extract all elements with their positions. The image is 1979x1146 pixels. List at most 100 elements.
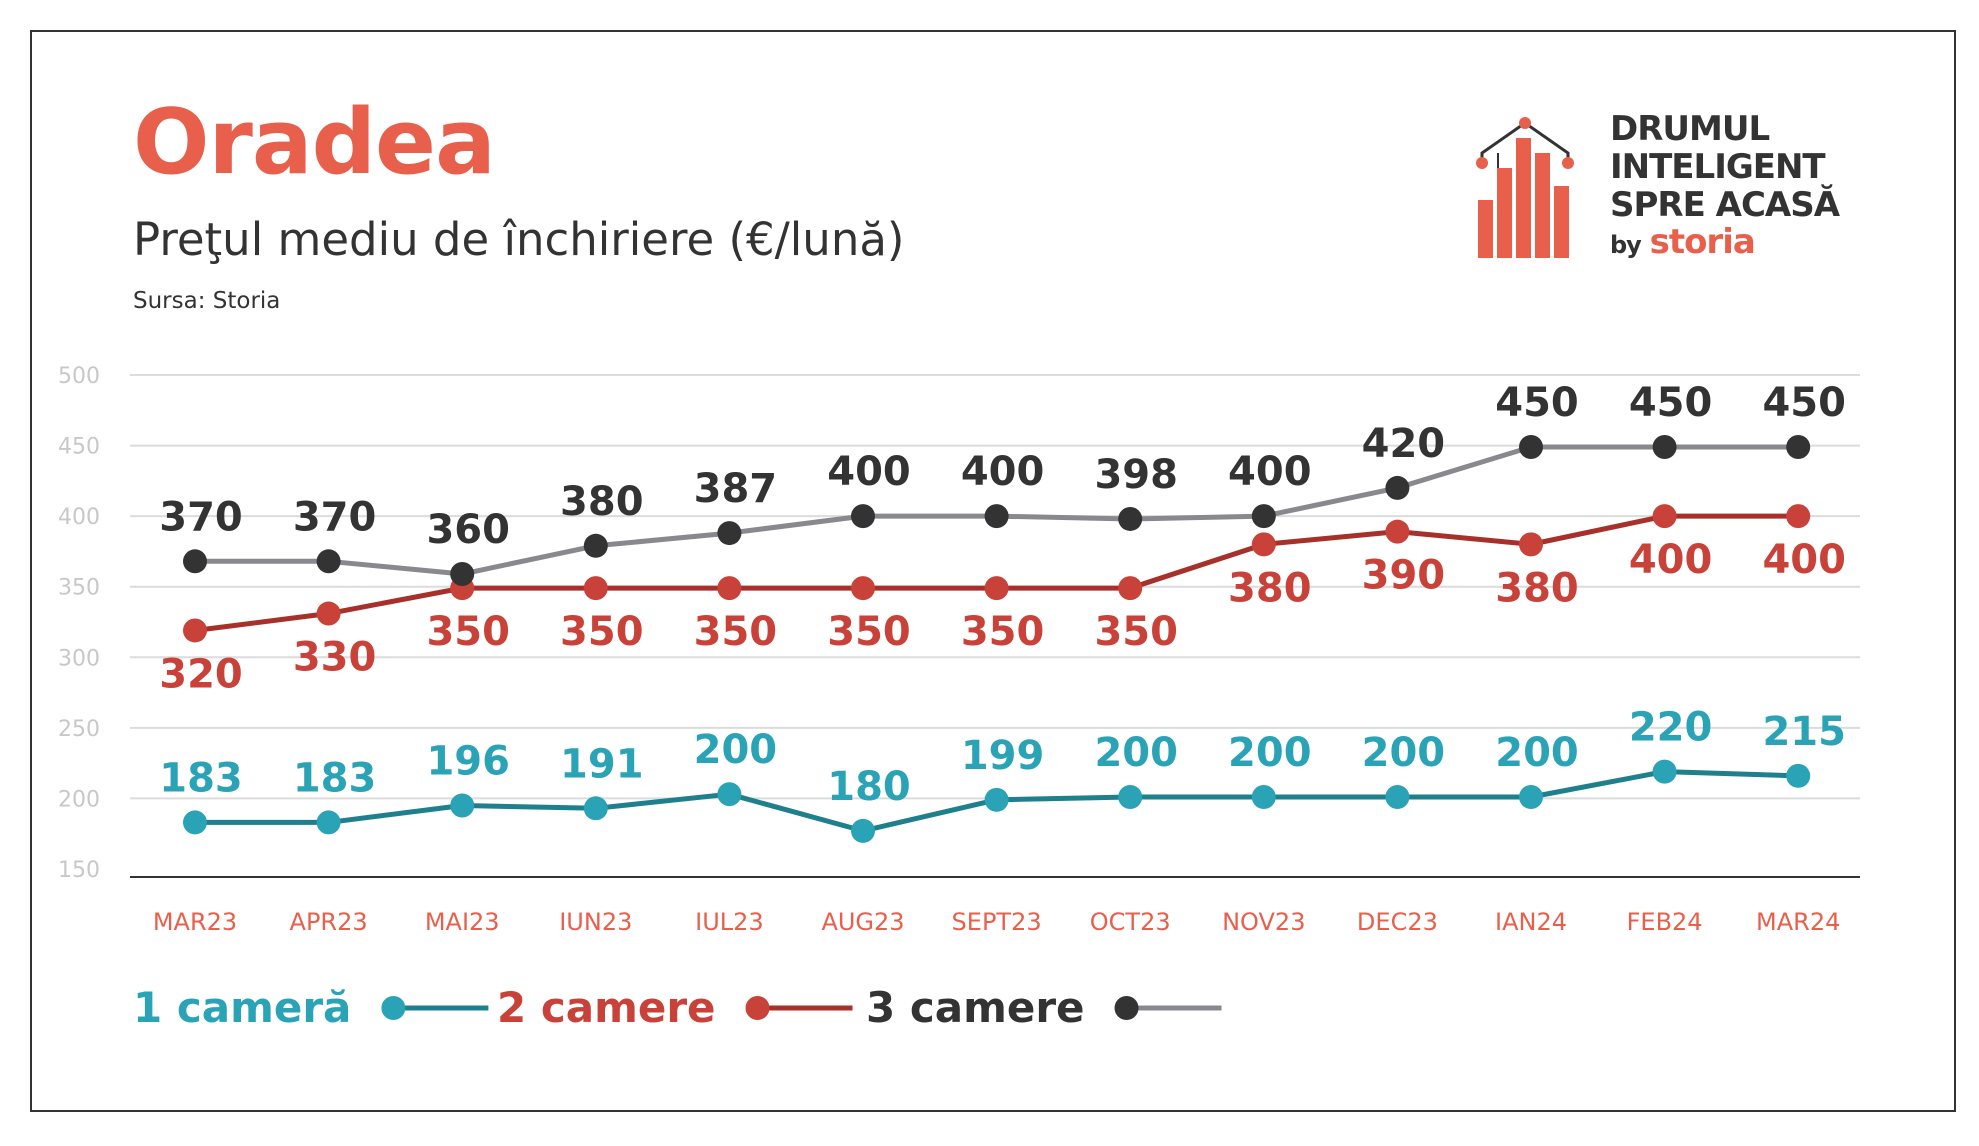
data-label: 400 (827, 449, 911, 495)
legend-marker (381, 996, 406, 1020)
data-point (1786, 763, 1811, 788)
x-tick-label: IAN24 (1495, 908, 1567, 936)
logo-byline: by storia (1610, 224, 1839, 263)
data-point (1519, 532, 1543, 557)
data-point (1251, 532, 1276, 557)
x-tick-label: IUN23 (559, 908, 632, 936)
data-point (583, 576, 608, 601)
data-label: 400 (1762, 537, 1846, 583)
data-point (851, 504, 875, 529)
data-label: 191 (560, 741, 644, 787)
brand-logo: DRUMUL INTELIGENT SPRE ACASĂ by storia (1470, 108, 1870, 278)
y-tick-label: 500 (58, 364, 100, 389)
data-label: 390 (1362, 553, 1446, 599)
data-point (583, 796, 608, 821)
data-label: 200 (1362, 730, 1446, 776)
data-label: 180 (827, 764, 911, 810)
data-label: 200 (1228, 730, 1312, 776)
data-label: 450 (1629, 380, 1713, 426)
data-point (851, 818, 875, 843)
data-point (851, 576, 875, 601)
logo-line-3: SPRE ACASĂ (1610, 185, 1840, 225)
data-label: 350 (560, 609, 644, 655)
x-tick-label: MAR23 (153, 908, 237, 936)
data-point (984, 504, 1009, 529)
data-point (717, 521, 742, 546)
data-point (316, 601, 341, 626)
data-label: 196 (426, 738, 510, 784)
data-label: 450 (1762, 380, 1846, 426)
data-point (984, 576, 1009, 601)
data-label: 200 (1094, 730, 1178, 776)
data-label: 400 (961, 449, 1045, 495)
data-point (183, 810, 207, 835)
data-point (183, 549, 207, 574)
data-point (1519, 785, 1543, 810)
data-point (450, 562, 475, 587)
data-label: 220 (1629, 705, 1713, 751)
data-point (1385, 785, 1410, 810)
data-point (450, 793, 475, 818)
y-tick-label: 450 (58, 435, 100, 460)
data-point (316, 549, 341, 574)
data-label: 200 (694, 727, 778, 773)
data-point (1652, 434, 1677, 459)
data-label: 320 (159, 651, 243, 697)
legend-label: 1 cameră (133, 983, 351, 1032)
data-point (1118, 576, 1143, 601)
data-point (1652, 759, 1677, 784)
data-label: 398 (1094, 452, 1178, 498)
x-tick-label: NOV23 (1222, 908, 1305, 936)
data-point (1652, 504, 1677, 529)
chart-subtitle: Preţul mediu de închiriere (€/lună) (133, 213, 905, 266)
logo-bar-icon (1476, 117, 1574, 258)
y-tick-label: 150 (58, 858, 100, 883)
data-label: 387 (694, 466, 778, 512)
data-label: 370 (159, 494, 243, 540)
y-tick-label: 350 (58, 576, 100, 601)
x-tick-label: IUL23 (695, 908, 764, 936)
logo-line-1: DRUMUL (1610, 109, 1770, 149)
x-tick-label: OCT23 (1090, 908, 1171, 936)
data-label: 183 (293, 755, 377, 801)
x-tick-label: FEB24 (1627, 908, 1703, 936)
data-point (1519, 434, 1543, 459)
data-label: 350 (827, 609, 911, 655)
data-label: 200 (1495, 730, 1579, 776)
data-point (717, 576, 742, 601)
data-label: 380 (1495, 565, 1579, 611)
y-tick-label: 300 (58, 646, 100, 671)
source-note: Sursa: Storia (133, 288, 281, 314)
legend-label: 2 camere (497, 983, 716, 1032)
data-label: 350 (961, 609, 1045, 655)
data-point (1251, 785, 1276, 810)
logo-brand: storia (1649, 222, 1756, 262)
data-label: 215 (1762, 709, 1846, 755)
x-tick-label: DEC23 (1357, 908, 1438, 936)
x-tick-label: MAI23 (425, 908, 500, 936)
logo-by: by (1610, 231, 1642, 259)
data-point (1251, 504, 1276, 529)
data-label: 350 (1094, 609, 1178, 655)
data-label: 400 (1228, 449, 1312, 495)
legend-marker (1114, 996, 1139, 1020)
data-label: 420 (1362, 421, 1446, 467)
chart-title: Oradea (133, 90, 496, 195)
y-tick-label: 200 (58, 787, 100, 812)
y-tick-label: 250 (58, 717, 100, 742)
data-point (1786, 504, 1811, 529)
data-point (1118, 785, 1143, 810)
data-label: 350 (426, 609, 510, 655)
data-label: 183 (159, 755, 243, 801)
data-point (984, 787, 1009, 812)
data-label: 360 (426, 507, 510, 553)
data-point (316, 810, 341, 835)
data-point (183, 618, 207, 643)
data-point (1118, 506, 1143, 531)
data-label: 450 (1495, 380, 1579, 426)
data-label: 400 (1629, 537, 1713, 583)
data-label: 380 (1228, 565, 1312, 611)
x-tick-label: MAR24 (1756, 908, 1840, 936)
logo-line-2: INTELIGENT (1610, 147, 1826, 187)
